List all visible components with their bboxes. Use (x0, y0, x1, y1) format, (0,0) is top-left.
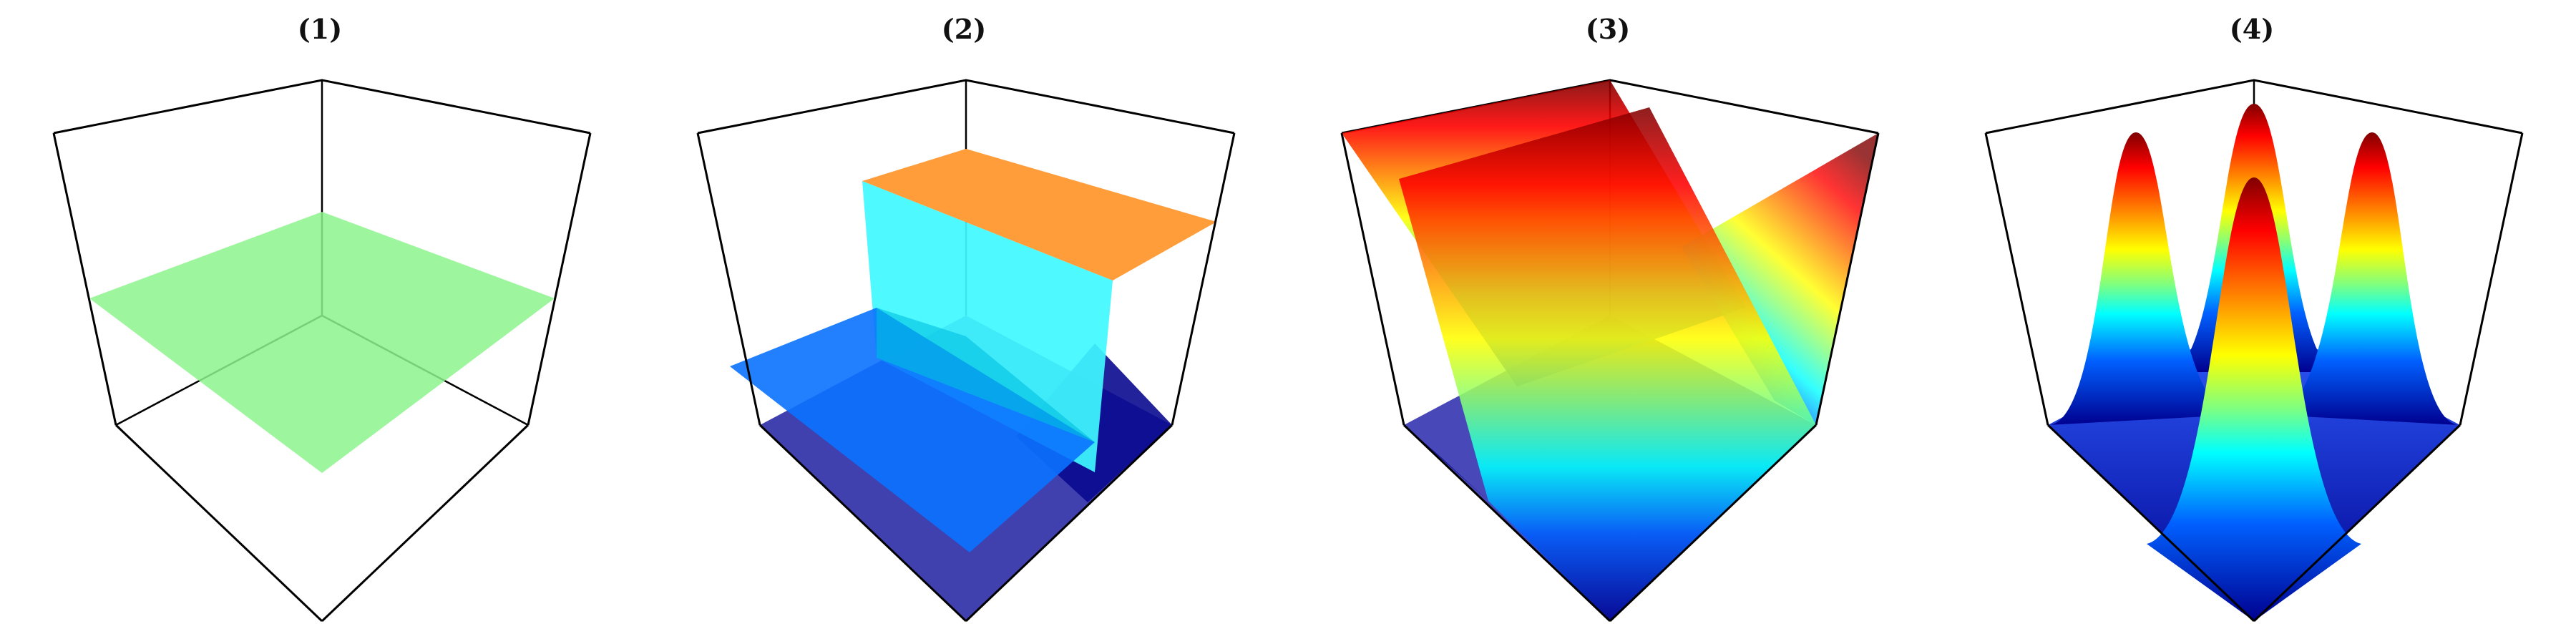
plot-step-function (696, 79, 1236, 623)
peak-front (2147, 177, 2361, 621)
panel-2-step-function: (2) (644, 0, 1288, 644)
box-right-vertical-edge (527, 132, 592, 426)
panel-1-flat-plane: (1) (0, 0, 644, 644)
ridge-right (1682, 133, 1878, 425)
box-floor-front-left-edge (114, 424, 323, 623)
step-lower-plateau (730, 308, 1095, 552)
panel-label: (2) (941, 13, 987, 45)
step-upper-plateau (862, 149, 1216, 280)
panel-4-gaussian-peaks: (4) (1932, 0, 2576, 644)
plot-sawtooth-ridges (1340, 79, 1880, 623)
box-floor-front-right-edge (321, 424, 530, 623)
step-wall (862, 181, 1113, 472)
box-left-vertical-edge (52, 132, 117, 426)
flat-plane-surface (89, 212, 555, 473)
plot-gaussian-peaks (1984, 79, 2524, 623)
panel-label: (3) (1585, 13, 1631, 45)
ridge-middle (1399, 107, 1816, 621)
panel-label: (1) (297, 13, 343, 45)
peak-right (2275, 132, 2460, 425)
panel-label: (4) (2229, 13, 2275, 45)
peak-left (2048, 132, 2233, 425)
panel-3-sawtooth-ridges: (3) (1288, 0, 1932, 644)
plot-flat-plane (52, 79, 592, 623)
